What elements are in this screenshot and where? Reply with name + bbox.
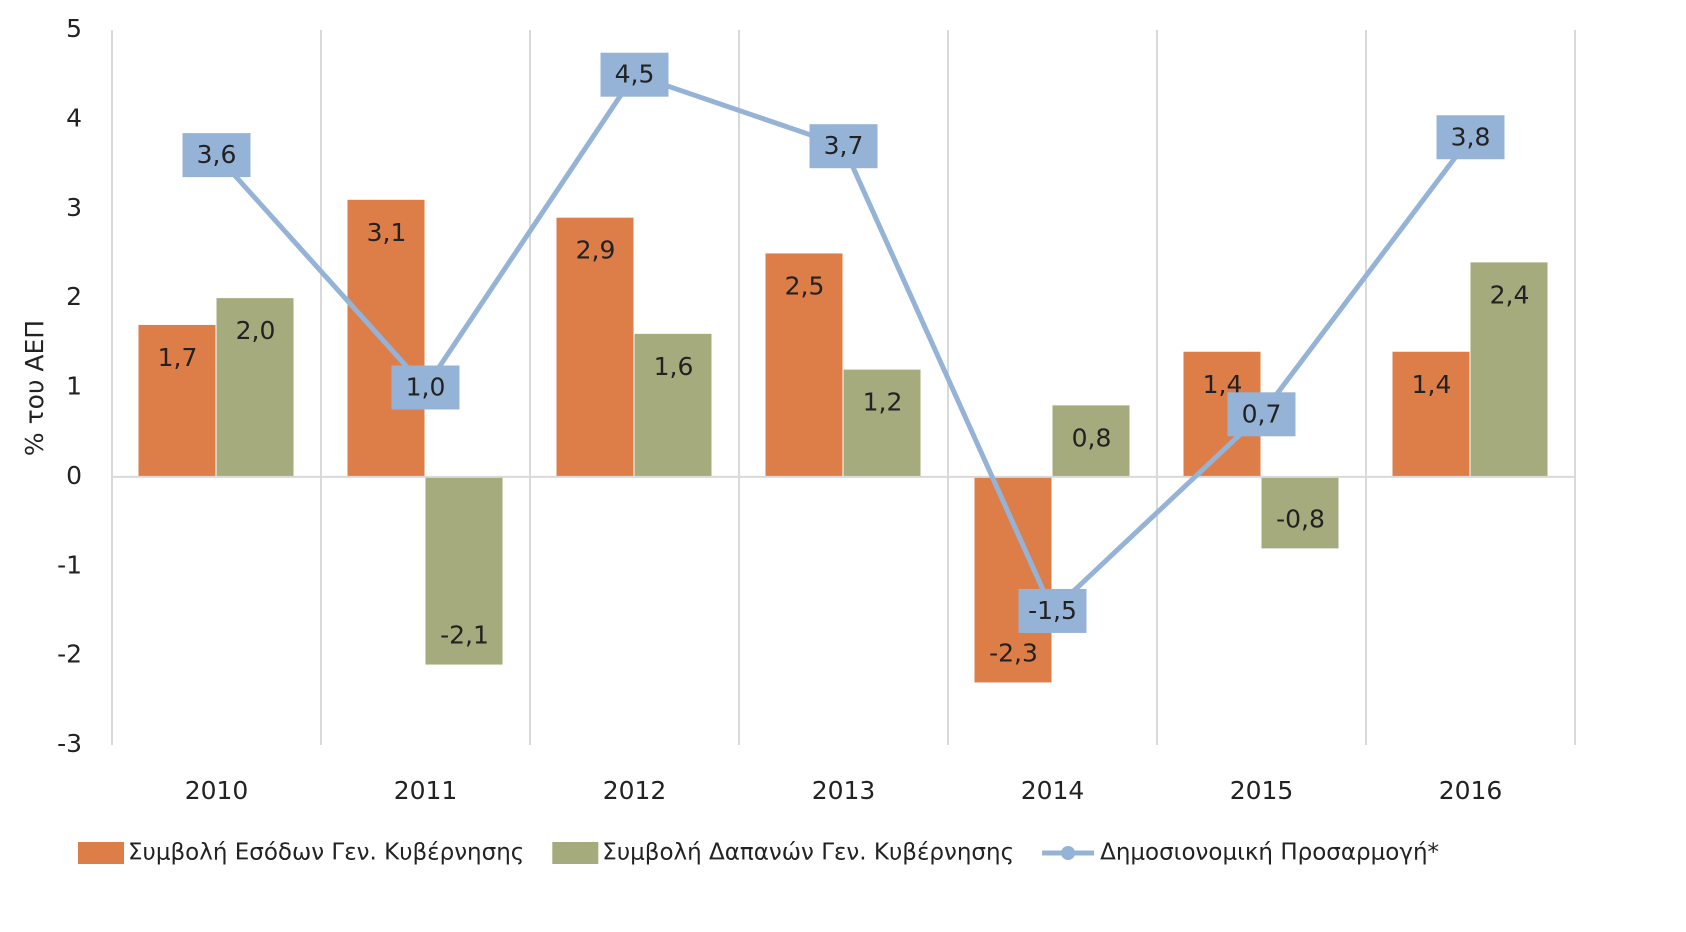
y-tick-label: 0 xyxy=(66,461,82,490)
legend-label: Συμβολή Δαπανών Γεν. Κυβέρνησης xyxy=(602,840,1014,866)
data-label: 2,5 xyxy=(785,271,825,300)
x-tick-label: 2012 xyxy=(603,776,667,805)
bar xyxy=(138,324,216,477)
data-label: -2,1 xyxy=(440,621,489,650)
data-label: 2,0 xyxy=(236,316,276,345)
x-tick-label: 2016 xyxy=(1439,776,1503,805)
y-tick-label: 4 xyxy=(66,103,82,132)
bar xyxy=(1470,262,1548,477)
y-tick-label: -3 xyxy=(57,729,82,758)
bar xyxy=(216,298,294,477)
data-label: 0,8 xyxy=(1072,423,1112,452)
legend-label: Συμβολή Εσόδων Γεν. Κυβέρνησης xyxy=(128,840,524,866)
bar xyxy=(843,369,921,477)
legend-label: Δημοσιονομική Προσαρμογή* xyxy=(1100,840,1439,866)
data-label-box xyxy=(1227,392,1296,437)
data-label-box xyxy=(182,133,251,178)
data-label: 4,5 xyxy=(615,60,655,89)
y-tick-label: 3 xyxy=(66,193,82,222)
bar xyxy=(425,476,503,665)
legend-swatch xyxy=(78,842,124,864)
data-label: 3,7 xyxy=(824,131,864,160)
y-tick-label: 2 xyxy=(66,282,82,311)
legend-marker xyxy=(1061,846,1076,860)
y-tick-label: 1 xyxy=(66,372,82,401)
data-label: 2,4 xyxy=(1490,280,1530,309)
data-label: 1,6 xyxy=(654,352,694,381)
data-label-box xyxy=(1018,588,1087,633)
y-tick-label: 5 xyxy=(66,14,82,43)
data-label: 1,7 xyxy=(158,343,198,372)
y-tick-label: -2 xyxy=(57,640,82,669)
data-label: 2,9 xyxy=(576,236,616,265)
data-label: 1,4 xyxy=(1412,370,1452,399)
data-label: -0,8 xyxy=(1276,504,1325,533)
x-tick-label: 2010 xyxy=(185,776,249,805)
x-tick-label: 2015 xyxy=(1230,776,1294,805)
data-label: -1,5 xyxy=(1028,596,1077,625)
data-label: 1,2 xyxy=(863,388,903,417)
bar xyxy=(765,253,843,477)
bars xyxy=(138,199,1548,683)
y-axis-label: % του ΑΕΠ xyxy=(20,320,49,456)
bar xyxy=(556,217,634,477)
bar xyxy=(1052,405,1130,477)
legend-swatch xyxy=(552,842,599,864)
labels: 1,7 2,0 3,1 -2,1 2,9 1,6 2,5 1,2 -2,3 0,8 1,4 -0,8 1… xyxy=(158,52,1530,667)
data-label-box xyxy=(391,365,460,410)
x-tick-label: 2013 xyxy=(812,776,876,805)
bar xyxy=(1392,351,1470,477)
data-label: 3,1 xyxy=(367,218,407,247)
bar xyxy=(347,199,425,477)
data-label: 0,7 xyxy=(1242,399,1282,428)
data-label-box xyxy=(1436,115,1505,160)
bar xyxy=(634,333,712,477)
data-label: 1,0 xyxy=(406,373,446,402)
y-tick-label: -1 xyxy=(57,550,82,579)
x-tick-label: 2014 xyxy=(1021,776,1085,805)
data-label-box xyxy=(600,52,669,97)
data-label: -2,3 xyxy=(989,638,1038,667)
data-label: 3,8 xyxy=(1451,122,1491,151)
data-label-box xyxy=(809,124,878,169)
x-tick-label: 2011 xyxy=(394,776,458,805)
bar xyxy=(1261,476,1339,549)
data-label: 3,6 xyxy=(197,140,237,169)
